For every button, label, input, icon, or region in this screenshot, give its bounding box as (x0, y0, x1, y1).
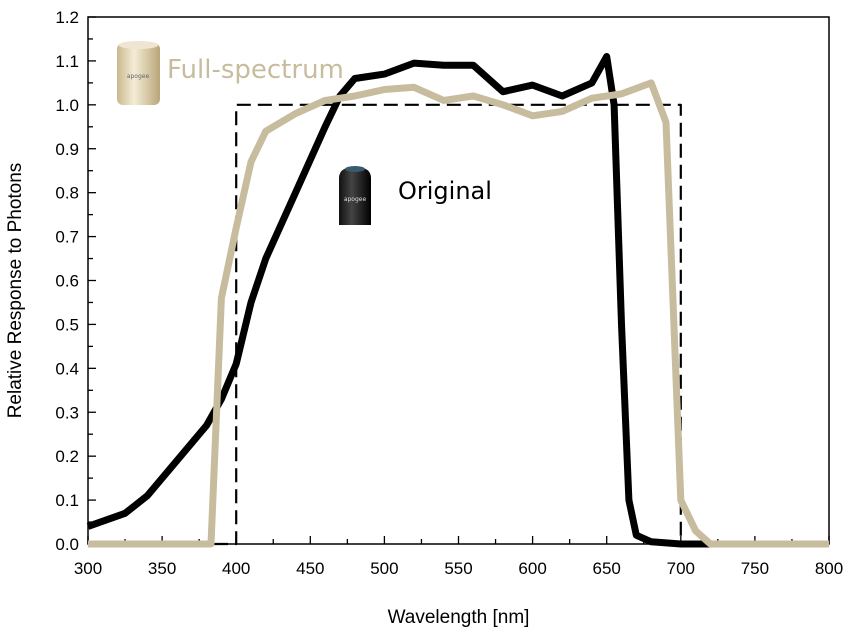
x-tick-label: 300 (74, 559, 102, 578)
x-tick-label: 350 (148, 559, 176, 578)
y-tick-label: 0.7 (55, 228, 79, 247)
y-tick-label: 0.9 (55, 140, 79, 159)
y-tick-label: 1.1 (55, 52, 79, 71)
y-tick-label: 0.5 (55, 315, 79, 334)
y-tick-label: 0.3 (55, 403, 79, 422)
x-axis-label: Wavelength [nm] (388, 607, 530, 628)
y-tick-label: 0.8 (55, 184, 79, 203)
full-spectrum-label: Full-spectrum (167, 55, 344, 85)
reference-line-dashed (88, 103, 829, 546)
sensor-gold-icon: apogee (117, 41, 160, 105)
y-tick-label: 0.0 (55, 535, 79, 554)
x-tick-label: 750 (741, 559, 769, 578)
y-tick-label: 0.1 (55, 491, 79, 510)
y-tick-label: 0.4 (55, 359, 79, 378)
sensor-black-icon: apogee (339, 166, 371, 225)
x-tick-label: 650 (593, 559, 621, 578)
svg-text:apogee: apogee (344, 196, 367, 203)
y-tick-label: 0.2 (55, 447, 79, 466)
x-tick-label: 550 (444, 559, 472, 578)
svg-text:apogee: apogee (127, 73, 150, 80)
x-tick-label: 700 (667, 559, 695, 578)
x-tick-label: 450 (296, 559, 324, 578)
y-tick-label: 1.0 (55, 96, 79, 115)
series-line-full-spectrum (88, 79, 829, 548)
x-tick-label: 500 (370, 559, 398, 578)
original-label: Original (398, 177, 492, 205)
y-tick-label: 1.2 (55, 8, 79, 27)
x-tick-label: 600 (518, 559, 546, 578)
y-axis-label: Relative Response to Photons (5, 163, 26, 419)
x-tick-label: 400 (222, 559, 250, 578)
series-line-original (86, 53, 711, 548)
y-tick-label: 0.6 (55, 272, 79, 291)
x-tick-label: 800 (815, 559, 843, 578)
